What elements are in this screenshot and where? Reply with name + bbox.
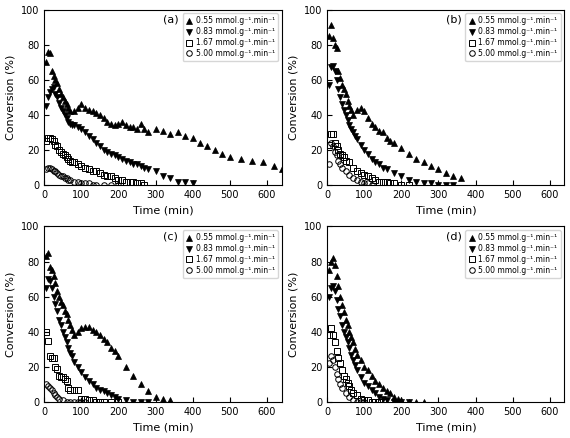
Legend: 0.55 mmol.g⁻¹.min⁻¹, 0.83 mmol.g⁻¹.min⁻¹, 1.67 mmol.g⁻¹.min⁻¹, 5.00 mmol.g⁻¹.min: 0.55 mmol.g⁻¹.min⁻¹, 0.83 mmol.g⁻¹.min⁻¹… (466, 14, 561, 61)
Text: (d): (d) (446, 232, 462, 242)
Legend: 0.55 mmol.g⁻¹.min⁻¹, 0.83 mmol.g⁻¹.min⁻¹, 1.67 mmol.g⁻¹.min⁻¹, 5.00 mmol.g⁻¹.min: 0.55 mmol.g⁻¹.min⁻¹, 0.83 mmol.g⁻¹.min⁻¹… (466, 230, 561, 278)
Y-axis label: Conversion (%): Conversion (%) (288, 55, 299, 140)
Text: (b): (b) (446, 15, 462, 25)
X-axis label: Time (min): Time (min) (133, 422, 193, 432)
X-axis label: Time (min): Time (min) (416, 422, 476, 432)
Y-axis label: Conversion (%): Conversion (%) (6, 55, 15, 140)
X-axis label: Time (min): Time (min) (133, 205, 193, 215)
Y-axis label: Conversion (%): Conversion (%) (288, 272, 299, 357)
Legend: 0.55 mmol.g⁻¹.min⁻¹, 0.83 mmol.g⁻¹.min⁻¹, 1.67 mmol.g⁻¹.min⁻¹, 5.00 mmol.g⁻¹.min: 0.55 mmol.g⁻¹.min⁻¹, 0.83 mmol.g⁻¹.min⁻¹… (182, 230, 278, 278)
Text: (c): (c) (163, 232, 178, 242)
Legend: 0.55 mmol.g⁻¹.min⁻¹, 0.83 mmol.g⁻¹.min⁻¹, 1.67 mmol.g⁻¹.min⁻¹, 5.00 mmol.g⁻¹.min: 0.55 mmol.g⁻¹.min⁻¹, 0.83 mmol.g⁻¹.min⁻¹… (182, 14, 278, 61)
Y-axis label: Conversion (%): Conversion (%) (6, 272, 15, 357)
X-axis label: Time (min): Time (min) (416, 205, 476, 215)
Text: (a): (a) (163, 15, 178, 25)
